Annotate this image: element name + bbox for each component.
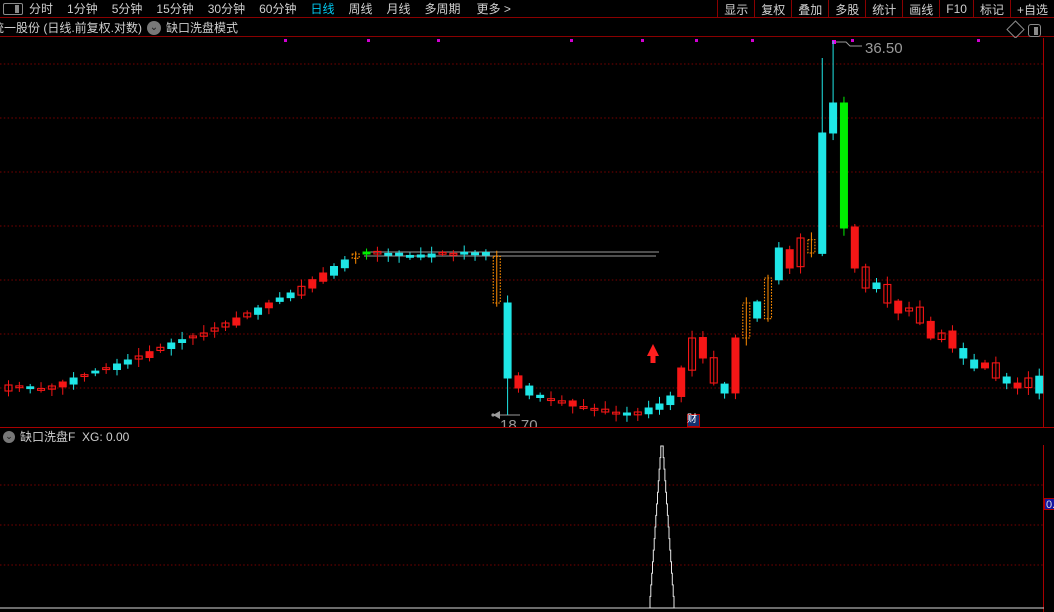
svg-text:36.50: 36.50 — [865, 40, 903, 57]
svg-text:18.70: 18.70 — [500, 417, 538, 427]
